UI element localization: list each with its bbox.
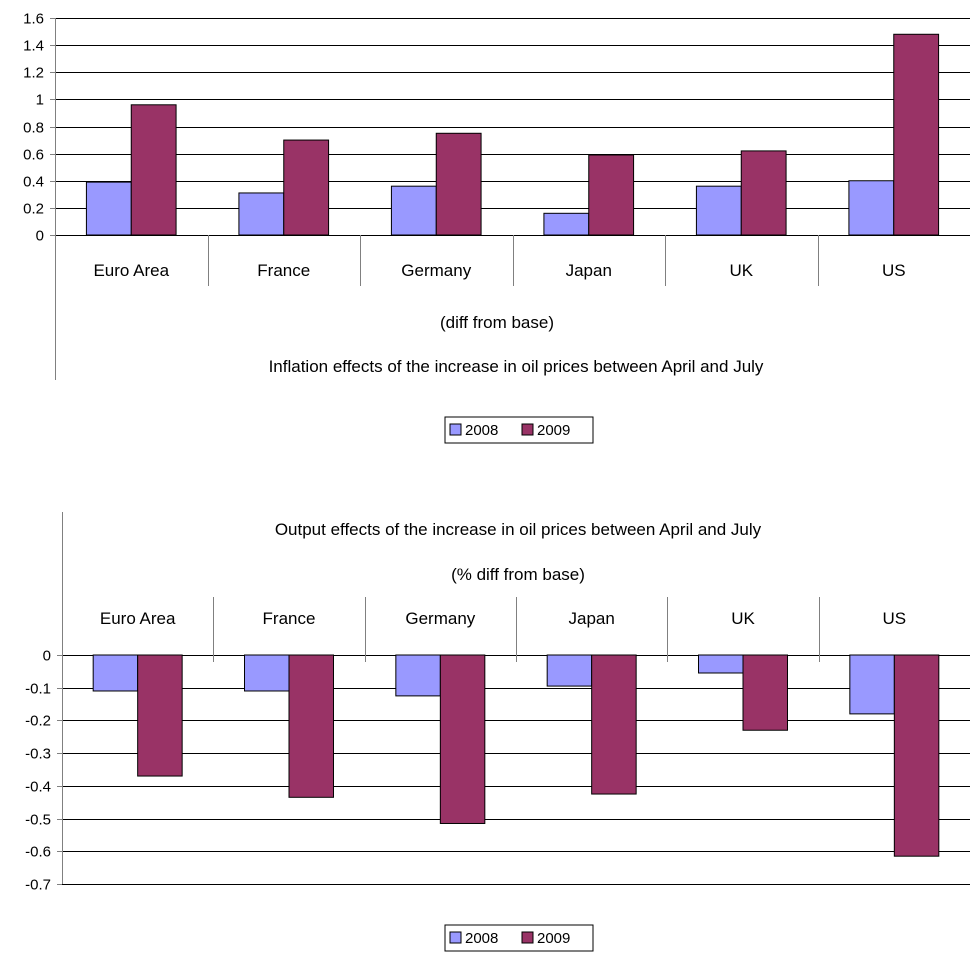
inflation-legend-box (444, 416, 594, 444)
c2-bar-2009-germany (439, 654, 486, 824)
inflation-legend-label-2009: 2009 (537, 422, 570, 439)
c2-bar-2008-uk (698, 654, 744, 674)
c1-y-tick-label: 1.6 (23, 11, 44, 28)
c2-y-tick-label: -0.7 (25, 877, 51, 894)
inflation-axes (50, 18, 819, 380)
c1-category-label: France (257, 261, 310, 280)
c2-bar-2008-germany (395, 654, 441, 697)
inflation-legend: 2008 2009 (444, 416, 594, 444)
c1-bar-2008-us (848, 180, 895, 236)
c1-category-label: Germany (401, 261, 471, 280)
c2-bar-2008-japan (546, 654, 593, 687)
c1-y-tick-label: 0.8 (23, 120, 44, 137)
output-category-labels: Euro Area France Germany Japan UK US (100, 609, 906, 628)
c1-bar-2008-france (238, 192, 285, 236)
c1-y-tick-label: 0 (36, 228, 44, 245)
c1-bar-2009-euro-area (130, 104, 177, 236)
inflation-title: Inflation effects of the increase in oil… (269, 357, 764, 376)
output-legend-label-2008: 2008 (465, 930, 498, 947)
c1-bar-2009-uk (740, 150, 787, 236)
inflation-legend-label-2008: 2008 (465, 422, 498, 439)
output-legend: 2008 2009 (444, 924, 594, 952)
c1-bar-2008-euro-area (85, 181, 132, 236)
c2-y-tick-label: -0.5 (25, 812, 51, 829)
output-axes (57, 512, 820, 885)
c1-category-label: Japan (566, 261, 612, 280)
output-legend-swatch-2008 (449, 931, 462, 944)
c2-bar-2008-us (849, 654, 895, 715)
c2-bar-2008-france (244, 654, 290, 692)
inflation-y-ticks: 1.6 1.4 1.2 1 0.8 0.6 0.4 0.2 0 (23, 11, 44, 245)
output-chart: 0 -0.1 -0.2 -0.3 -0.4 -0.5 -0.6 -0.7 Euro Area F… (25, 512, 970, 952)
inflation-legend-swatch-2008 (449, 423, 462, 436)
c1-bar-2008-uk (695, 185, 742, 236)
inflation-chart: 1.6 1.4 1.2 1 0.8 0.6 0.4 0.2 0 Euro Area France G… (23, 11, 970, 444)
c2-category-label: UK (731, 609, 755, 628)
c2-bar-2009-us (893, 654, 940, 857)
c1-bar-2008-japan (543, 212, 590, 236)
c2-bar-2009-euro-area (137, 654, 183, 777)
c2-bar-2009-france (288, 654, 334, 798)
output-subtitle: (% diff from base) (451, 565, 585, 584)
c1-bar-2009-us (893, 33, 940, 236)
c1-bar-2009-japan (588, 154, 635, 236)
c2-category-label: Germany (405, 609, 475, 628)
c1-category-label: UK (729, 261, 753, 280)
c2-y-tick-label: -0.1 (25, 681, 51, 698)
inflation-bars (85, 33, 940, 236)
c1-y-tick-label: 0.2 (23, 201, 44, 218)
output-legend-swatch-2009 (521, 931, 534, 944)
inflation-legend-swatch-2009 (521, 423, 534, 436)
c2-category-label: US (883, 609, 907, 628)
c1-y-tick-label: 0.6 (23, 147, 44, 164)
output-legend-label-2009: 2009 (537, 930, 570, 947)
c2-category-label: Japan (569, 609, 615, 628)
c2-bar-2009-uk (742, 654, 788, 731)
output-y-ticks: 0 -0.1 -0.2 -0.3 -0.4 -0.5 -0.6 -0.7 (25, 648, 51, 894)
c2-category-label: Euro Area (100, 609, 176, 628)
output-gridlines (62, 655, 970, 885)
c1-category-label: Euro Area (93, 261, 169, 280)
c2-y-tick-label: -0.3 (25, 746, 51, 763)
c2-y-tick-label: -0.4 (25, 779, 51, 796)
output-title: Output effects of the increase in oil pr… (275, 520, 762, 539)
c2-y-tick-label: -0.2 (25, 713, 51, 730)
c1-bar-2008-germany (390, 185, 437, 236)
c1-y-tick-label: 0.4 (23, 174, 44, 191)
c1-bar-2009-france (283, 139, 330, 236)
output-bars (92, 654, 940, 857)
c1-y-tick-label: 1.2 (23, 65, 44, 82)
c2-y-tick-label: -0.6 (25, 844, 51, 861)
inflation-category-labels: Euro Area France Germany Japan UK US (93, 261, 905, 280)
c1-bar-2009-germany (435, 132, 482, 236)
c1-y-tick-label: 1.4 (23, 38, 44, 55)
c1-category-label: US (882, 261, 906, 280)
inflation-subtitle: (diff from base) (440, 313, 554, 332)
c1-y-tick-label: 1 (36, 92, 44, 109)
inflation-gridlines (55, 18, 970, 236)
c2-y-tick-label: 0 (43, 648, 51, 665)
c2-bar-2008-euro-area (92, 654, 139, 692)
output-legend-box (444, 924, 594, 952)
c2-bar-2009-japan (591, 654, 637, 795)
c2-category-label: France (263, 609, 316, 628)
